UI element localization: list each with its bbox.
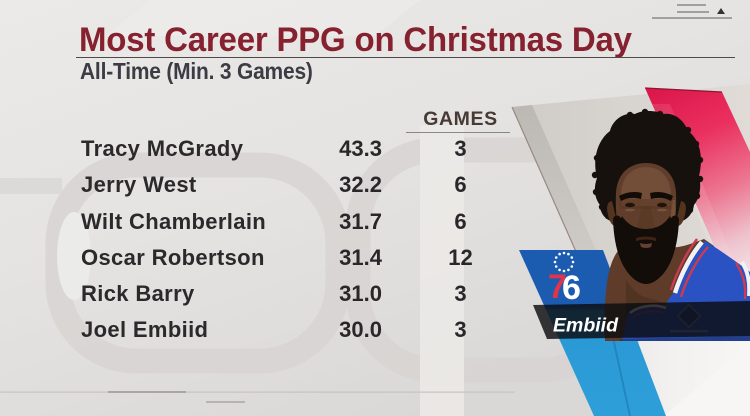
- svg-text:Embiid: Embiid: [553, 315, 619, 337]
- svg-text:7: 7: [548, 268, 567, 306]
- svg-text:6: 6: [562, 269, 581, 307]
